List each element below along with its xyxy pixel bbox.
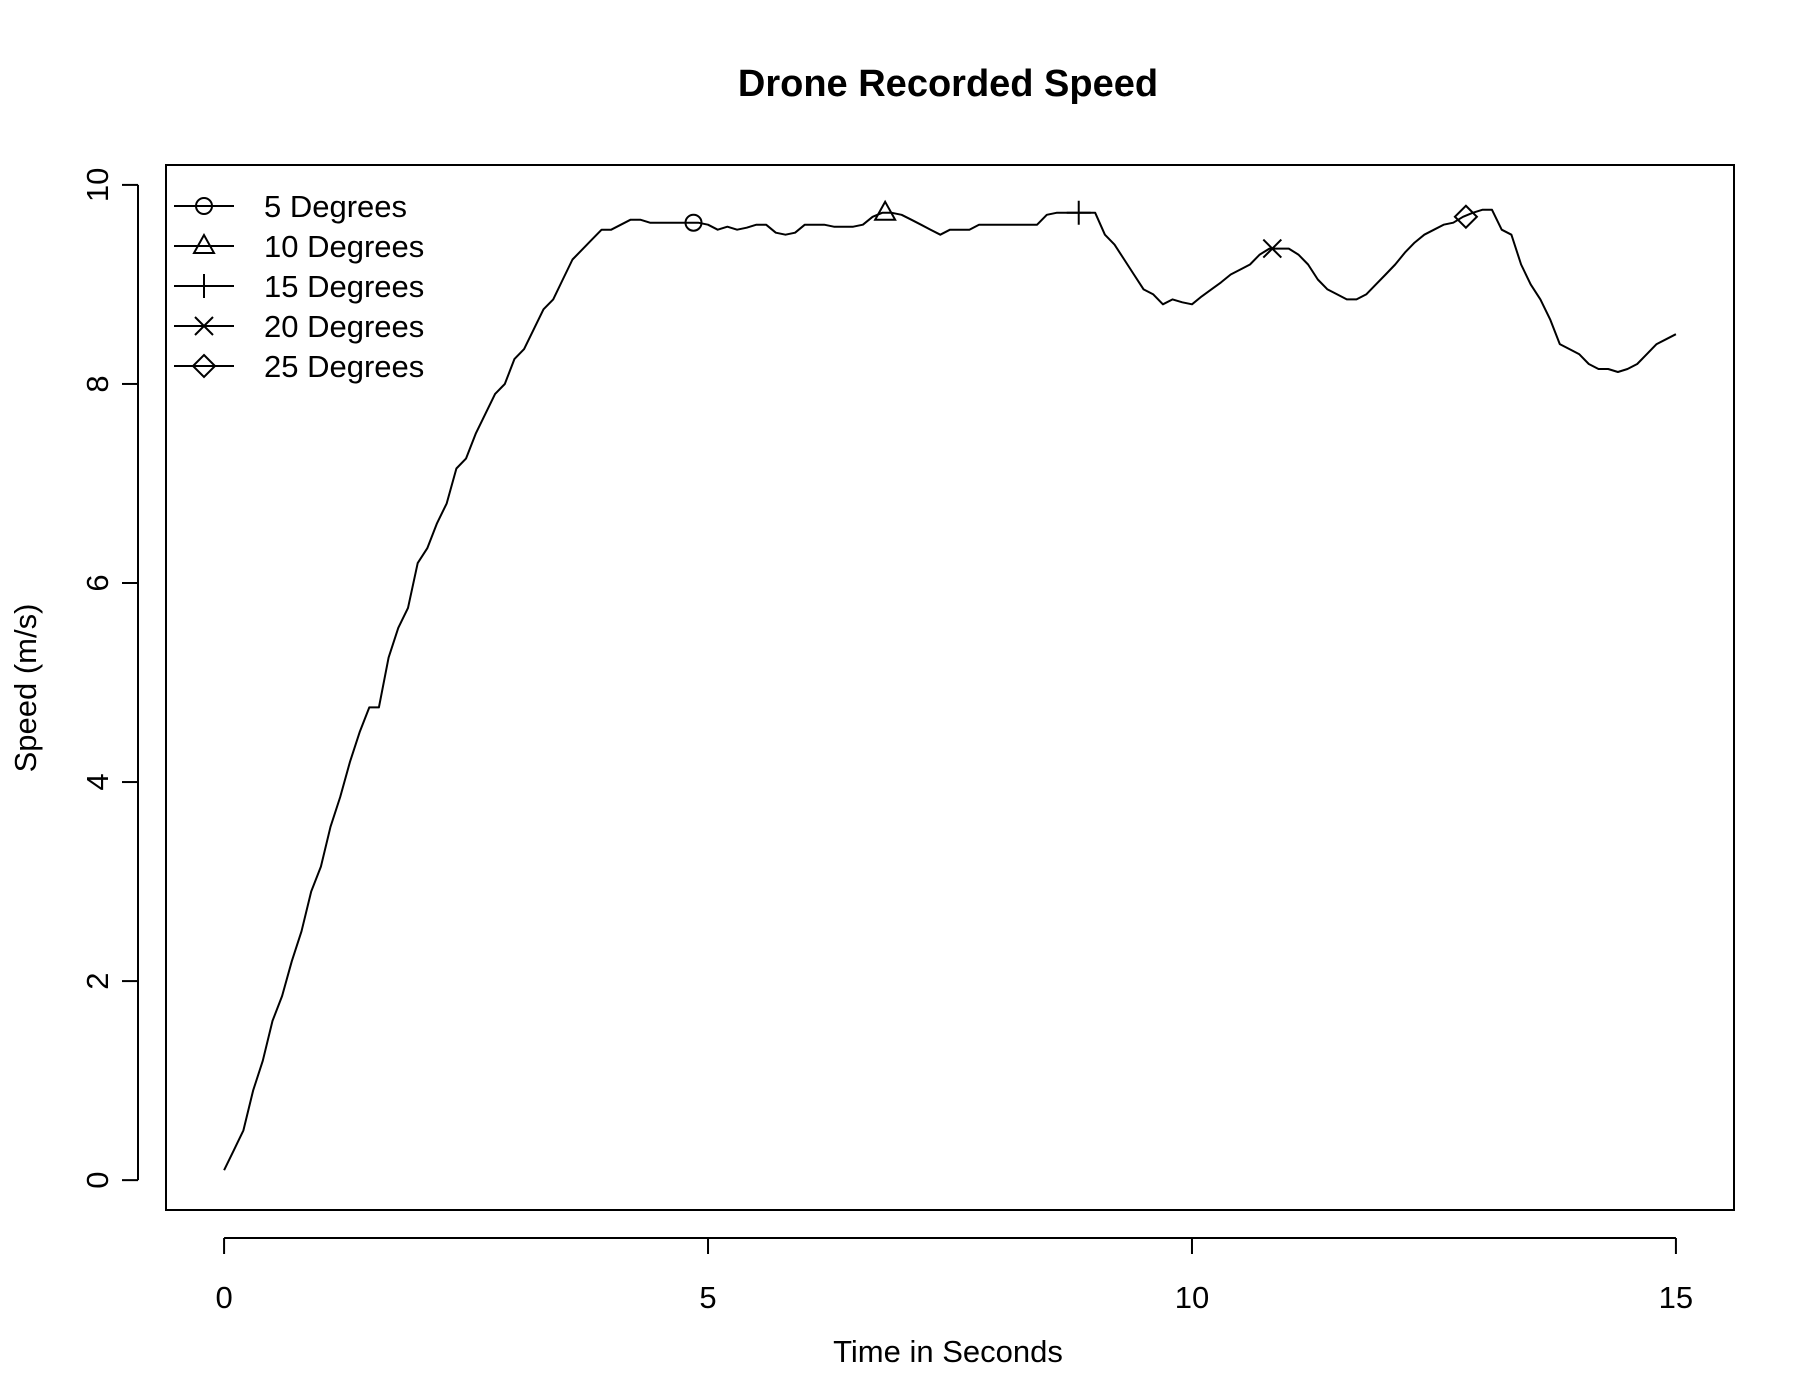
legend-plus-symbol	[192, 274, 216, 298]
x-tick-label: 15	[1659, 1280, 1693, 1315]
y-tick-label: 0	[80, 1172, 115, 1189]
cross-marker	[1262, 238, 1283, 259]
y-axis-label: Speed (m/s)	[8, 604, 43, 773]
marker-layer	[684, 199, 1479, 259]
speed-series-line	[223, 208, 1677, 1171]
y-tick-label: 2	[80, 972, 115, 989]
legend-label: 5 Degrees	[264, 189, 407, 224]
x-tick-label: 10	[1175, 1280, 1209, 1315]
y-tick-label: 10	[80, 168, 115, 202]
legend-item: 5 Degrees	[174, 189, 407, 224]
diamond-marker	[1453, 204, 1479, 230]
x-axis-label: Time in Seconds	[833, 1334, 1063, 1369]
legend-label: 25 Degrees	[264, 349, 424, 384]
y-tick-label: 4	[80, 773, 115, 790]
series-layer	[223, 208, 1677, 1171]
legend-item: 20 Degrees	[174, 309, 424, 344]
x-tick-label: 5	[699, 1280, 716, 1315]
legend-label: 10 Degrees	[264, 229, 424, 264]
chart-title: Drone Recorded Speed	[738, 63, 1158, 105]
y-axis: 0 2 4 6 8 10	[80, 168, 139, 1189]
x-tick-label: 0	[215, 1280, 232, 1315]
x-axis: 0 5 10 15	[215, 1237, 1693, 1315]
triangle-marker	[873, 199, 897, 221]
legend: 5 Degrees 10 Degrees 15 Degrees 20 Degrees 2…	[174, 189, 424, 384]
legend-diamond-symbol	[191, 353, 217, 379]
legend-circle-symbol	[195, 197, 213, 215]
legend-item: 25 Degrees	[174, 349, 424, 384]
plot-frame	[165, 164, 1735, 1211]
legend-item: 10 Degrees	[174, 229, 424, 264]
y-tick-label: 6	[80, 574, 115, 591]
plus-marker	[1066, 200, 1091, 225]
legend-triangle-symbol	[192, 232, 216, 254]
legend-label: 20 Degrees	[264, 309, 424, 344]
y-tick-label: 8	[80, 375, 115, 392]
legend-label: 15 Degrees	[264, 269, 424, 304]
legend-item: 15 Degrees	[174, 269, 424, 304]
legend-cross-symbol	[194, 316, 214, 336]
circle-marker	[684, 213, 703, 232]
